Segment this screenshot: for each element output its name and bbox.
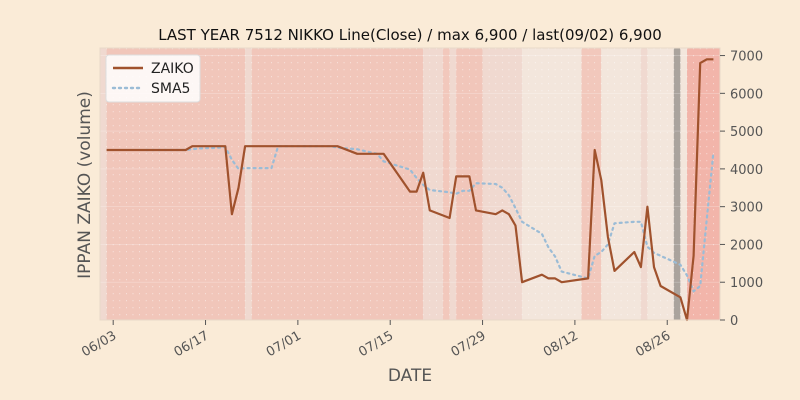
shade-band bbox=[251, 48, 424, 320]
legend: ZAIKO SMA5 bbox=[105, 54, 201, 103]
y-tick-label: 2000 bbox=[730, 238, 763, 253]
x-tick-label: 07/29 bbox=[449, 328, 489, 360]
shade-band bbox=[601, 48, 641, 320]
plot-frame bbox=[99, 47, 721, 321]
shade-band bbox=[647, 48, 674, 320]
shade-band bbox=[423, 48, 443, 320]
y-tick-label: 0 bbox=[730, 314, 738, 329]
x-tick-label: 06/17 bbox=[172, 328, 212, 360]
x-tick-label: 08/12 bbox=[541, 328, 581, 360]
y-tick-label: 5000 bbox=[730, 125, 763, 140]
chart-title: LAST YEAR 7512 NIKKO Line(Close) / max 6… bbox=[158, 26, 662, 44]
series-zaiko-line bbox=[106, 58, 714, 322]
y-tick-label: 7000 bbox=[730, 50, 763, 65]
series-layer bbox=[106, 58, 715, 322]
x-tick-label: 06/03 bbox=[79, 328, 119, 360]
shade-band bbox=[680, 48, 688, 320]
y-axis-ticks: 0 1000 2000 3000 4000 5000 6000 7000 bbox=[720, 50, 763, 329]
axes bbox=[99, 47, 721, 321]
x-axis-label: DATE bbox=[388, 366, 432, 386]
y-tick-label: 6000 bbox=[730, 87, 763, 102]
y-axis-label: IPPAN ZAIKO (volume) bbox=[75, 91, 95, 279]
period-shading bbox=[100, 48, 720, 320]
series-sma5-line bbox=[145, 145, 715, 293]
x-axis-ticks: 06/03 06/17 07/01 07/15 07/29 08/12 08/26 bbox=[79, 320, 673, 360]
shade-band bbox=[640, 48, 648, 320]
shade-band bbox=[100, 48, 107, 320]
x-tick-label: 07/01 bbox=[264, 328, 304, 360]
y-tick-label: 4000 bbox=[730, 163, 763, 178]
legend-sma5-label: SMA5 bbox=[151, 81, 190, 97]
y-tick-label: 3000 bbox=[730, 201, 763, 216]
shade-band bbox=[449, 48, 457, 320]
shade-band bbox=[522, 48, 582, 320]
shade-band bbox=[442, 48, 450, 320]
x-tick-label: 08/26 bbox=[633, 328, 673, 360]
y-tick-label: 1000 bbox=[730, 276, 763, 291]
x-tick-label: 07/15 bbox=[356, 328, 396, 360]
shade-band bbox=[673, 48, 681, 320]
shade-band bbox=[245, 48, 252, 320]
legend-zaiko-label: ZAIKO bbox=[151, 61, 194, 77]
shade-band bbox=[581, 48, 602, 320]
